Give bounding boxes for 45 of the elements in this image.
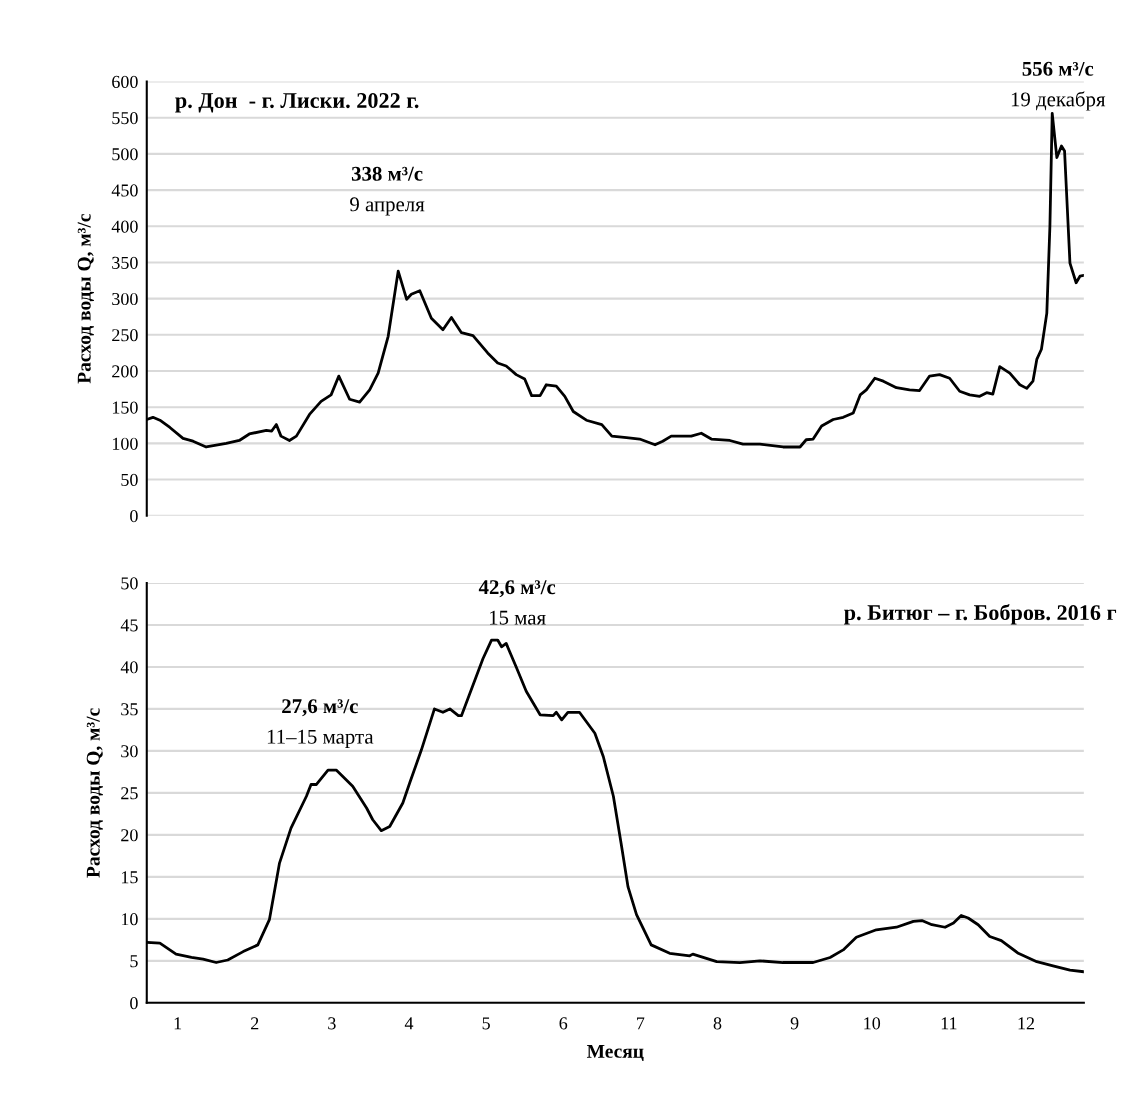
y-tick-label: 200 bbox=[112, 365, 138, 378]
y-tick-label: 0 bbox=[130, 509, 138, 523]
x-tick-label: 4 bbox=[404, 1017, 414, 1030]
y-tick-label: 45 bbox=[120, 619, 138, 632]
x-tick-label: 3 bbox=[328, 1017, 336, 1030]
x-tick-label: 9 bbox=[790, 1017, 799, 1030]
text: р. Битюг – г. Бобров. 2016 г bbox=[844, 603, 1117, 625]
y-tick-label: 550 bbox=[112, 111, 138, 125]
x-tick-label: 7 bbox=[637, 1017, 645, 1030]
x-tick-label: 11 bbox=[941, 1017, 957, 1030]
y-tick-label: 10 bbox=[121, 913, 138, 926]
x-tick-label: 1 bbox=[174, 1017, 182, 1030]
y-tick-label: 500 bbox=[112, 148, 138, 161]
y-tick-label: 5 bbox=[130, 955, 138, 968]
annotation: 42,6 м³/с 15 мая bbox=[478, 580, 556, 625]
y-tick-label: 450 bbox=[111, 184, 138, 197]
y-tick-label: 35 bbox=[121, 703, 138, 716]
y-tick-label: 350 bbox=[112, 256, 138, 269]
y-tick-label: 300 bbox=[112, 292, 138, 306]
y-tick-label: 20 bbox=[121, 829, 138, 842]
x-axis-title: Месяц bbox=[586, 1044, 644, 1062]
x-tick-label: 10 bbox=[864, 1017, 881, 1030]
x-tick-label: 5 bbox=[482, 1017, 490, 1030]
y-tick-label: 40 bbox=[120, 661, 138, 674]
y-tick-label: 100 bbox=[112, 437, 138, 450]
x-tick-label: 12 bbox=[1018, 1017, 1035, 1030]
y-tick-label: 150 bbox=[112, 401, 138, 414]
x-tick-label: 6 bbox=[559, 1017, 568, 1030]
x-tick-label: 8 bbox=[713, 1017, 722, 1030]
y-tick-label: 400 bbox=[111, 220, 138, 233]
y-tick-label: 50 bbox=[121, 473, 138, 486]
y-tick-label: 0 bbox=[130, 997, 138, 1010]
y-tick-label: 15 bbox=[121, 871, 138, 884]
x-tick-label: 2 bbox=[251, 1017, 259, 1030]
y-tick-label: 600 bbox=[112, 75, 138, 88]
y-tick-label: 50 bbox=[121, 577, 138, 590]
annotation: 556 м³/с 19 декабря bbox=[1011, 61, 1106, 111]
chart-title: р. Дон - г. Лиски. 2022 г. bbox=[175, 93, 419, 113]
y-tick-label: 25 bbox=[121, 787, 138, 800]
y-axis-title: Расход воды Q, м³/с bbox=[77, 214, 94, 384]
y-axis-title: Расход воды Q, м³/с bbox=[86, 708, 103, 878]
y-tick-label: 250 bbox=[112, 329, 138, 342]
annotation: 27,6 м³/с 11–15 марта bbox=[267, 699, 374, 748]
annotation: 338 м³/с 9 апреля bbox=[350, 166, 425, 216]
y-tick-label: 30 bbox=[121, 745, 138, 758]
